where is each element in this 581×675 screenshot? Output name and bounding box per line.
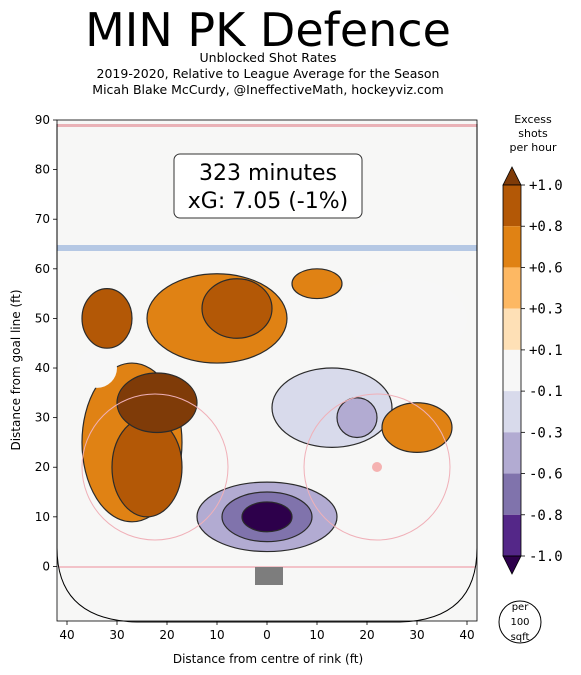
chart-subtitle-author: Micah Blake McCurdy, @IneffectiveMath, h… (92, 82, 444, 97)
colorbar-arrow-top (502, 166, 522, 186)
colorbar-arrow-bottom (502, 555, 522, 575)
colorbar-segment (503, 391, 521, 433)
goal-net (255, 567, 283, 585)
colorbar-segment (503, 308, 521, 350)
colorbar-tick-label: -0.8 (529, 508, 563, 524)
x-tick-label: 40 (59, 628, 74, 642)
colorbar-segment (503, 226, 521, 268)
blue-line (57, 245, 477, 251)
colorbar-tick-label: +0.1 (529, 343, 563, 359)
colorbar-tick-label: -1.0 (529, 549, 563, 565)
colorbar-tick-label: +0.3 (529, 302, 563, 318)
chart-subtitle-season: 2019-2020, Relative to League Average fo… (96, 66, 440, 81)
colorbar-segment (503, 514, 521, 556)
y-tick-label: 60 (35, 262, 50, 276)
y-axis-label: Distance from goal line (ft) (9, 289, 23, 450)
y-tick-label: 50 (35, 311, 50, 325)
unit-badge (498, 600, 542, 644)
x-axis-label: Distance from centre of rink (ft) (173, 652, 363, 666)
y-axis-ticks: 0 10 20 30 40 50 60 70 80 90 (35, 113, 57, 573)
unit-badge-line-1: per (512, 602, 530, 613)
colorbar-title-1: Excess (514, 113, 552, 126)
colorbar-segment (503, 432, 521, 474)
heatmap-blob (241, 501, 293, 533)
heatmap-blob (81, 288, 133, 349)
y-tick-label: 80 (35, 163, 50, 177)
colorbar-tick-label: -0.6 (529, 467, 563, 483)
colorbar-tick-label: -0.1 (529, 384, 563, 400)
x-tick-label: 40 (459, 628, 474, 642)
x-tick-label: 30 (409, 628, 424, 642)
colorbar-segment (503, 349, 521, 392)
unit-badge-line-3: sqft (511, 632, 530, 643)
colorbar-tick-label: +0.8 (529, 219, 563, 235)
faceoff-circle-left (81, 393, 229, 541)
end-boards-line (57, 124, 477, 127)
heatmap-blobs (77, 268, 467, 553)
unit-badge-line-2: 100 (510, 617, 529, 628)
y-tick-label: 10 (35, 510, 50, 524)
annotation-xg: xG: 7.05 (-1%) (188, 189, 348, 214)
x-tick-label: 0 (263, 628, 271, 642)
heatmap-blob (116, 372, 198, 434)
colorbar-segment (503, 473, 521, 515)
x-tick-label: 30 (109, 628, 124, 642)
heatmap-blob (77, 348, 117, 388)
chart-title: MIN PK Defence (85, 3, 451, 57)
x-tick-label: 20 (359, 628, 374, 642)
heatmap-blob (347, 278, 467, 359)
colorbar-tick-label: +0.6 (529, 260, 563, 276)
heatmap-blob (291, 268, 343, 300)
y-tick-label: 20 (35, 460, 50, 474)
colorbar-segment (503, 185, 521, 227)
x-tick-label: 10 (209, 628, 224, 642)
heatmap-blob (336, 397, 378, 439)
x-tick-label: 10 (309, 628, 324, 642)
faceoff-circle-right (303, 393, 451, 541)
y-tick-label: 90 (35, 113, 50, 127)
faceoff-dot-right (372, 462, 382, 472)
y-tick-label: 0 (42, 559, 50, 573)
heatmap-blob (381, 402, 453, 453)
colorbar-tick-label: +1.0 (529, 178, 563, 194)
annotation-box (173, 153, 363, 219)
colorbar-segment (503, 267, 521, 309)
colorbar-tick-label: -0.3 (529, 425, 563, 441)
y-tick-label: 30 (35, 411, 50, 425)
x-axis-ticks: 40 30 20 10 0 10 20 30 40 (59, 621, 475, 642)
chart-subtitle-metric: Unblocked Shot Rates (199, 50, 337, 65)
colorbar-frame (502, 184, 522, 557)
annotation-minutes: 323 minutes (199, 161, 337, 186)
colorbar: +1.0 +0.8 +0.6 +0.3 +0.1 -0.1 -0.3 -0.6 -0.8 -1.0 (502, 166, 563, 575)
colorbar-title-3: per hour (510, 141, 557, 154)
heatmap-blob (201, 278, 273, 339)
rink-boards (56, 124, 478, 623)
heatmap-blob (111, 417, 183, 518)
x-tick-label: 20 (159, 628, 174, 642)
colorbar-title-2: shots (518, 127, 548, 140)
y-tick-label: 40 (35, 361, 50, 375)
y-tick-label: 70 (35, 212, 50, 226)
